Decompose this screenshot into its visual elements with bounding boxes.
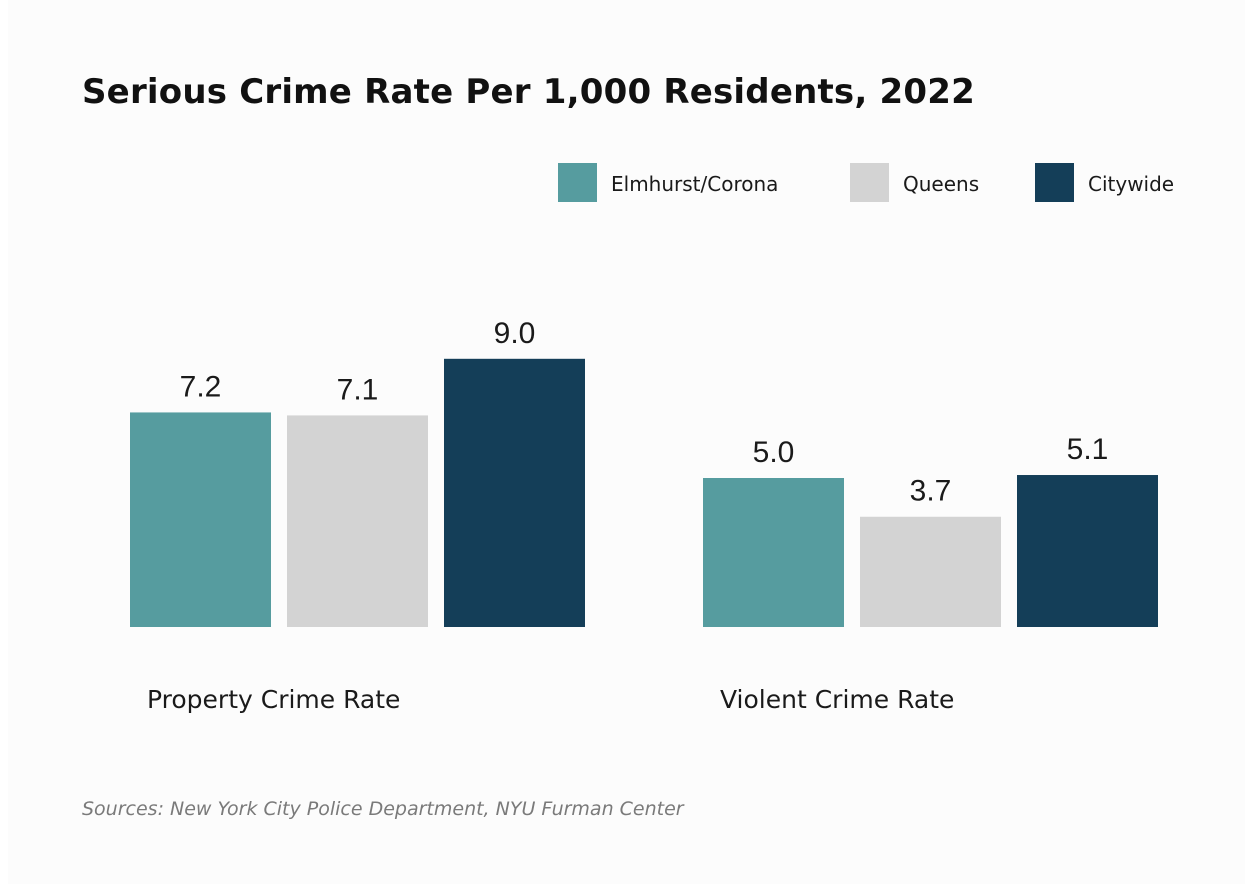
bar-property-citywide xyxy=(444,358,585,627)
legend-swatch-elmhurst-corona xyxy=(558,163,597,202)
bar-violent-queens xyxy=(860,516,1001,627)
bar-violent-elmhurst-corona xyxy=(703,478,844,627)
legend-label-queens: Queens xyxy=(903,172,979,196)
value-label-property-elmhurst-corona: 7.2 xyxy=(180,370,222,403)
value-label-property-citywide: 9.0 xyxy=(494,317,536,350)
bar-property-elmhurst-corona xyxy=(130,412,271,627)
source-note: Sources: New York City Police Department… xyxy=(82,798,684,820)
bar-property-queens xyxy=(287,415,428,627)
value-label-violent-elmhurst-corona: 5.0 xyxy=(753,436,795,469)
bar-violent-citywide xyxy=(1017,475,1158,627)
category-label-property: Property Crime Rate xyxy=(147,685,400,714)
value-label-property-queens: 7.1 xyxy=(337,373,379,406)
value-label-violent-citywide: 5.1 xyxy=(1067,433,1109,466)
value-label-violent-queens: 3.7 xyxy=(910,475,952,508)
legend-swatch-queens xyxy=(850,163,889,202)
chart-title: Serious Crime Rate Per 1,000 Residents, … xyxy=(82,72,975,112)
legend-swatch-citywide xyxy=(1035,163,1074,202)
legend-label-elmhurst-corona: Elmhurst/Corona xyxy=(611,172,778,196)
category-label-violent: Violent Crime Rate xyxy=(720,685,954,714)
legend-label-citywide: Citywide xyxy=(1088,172,1174,196)
